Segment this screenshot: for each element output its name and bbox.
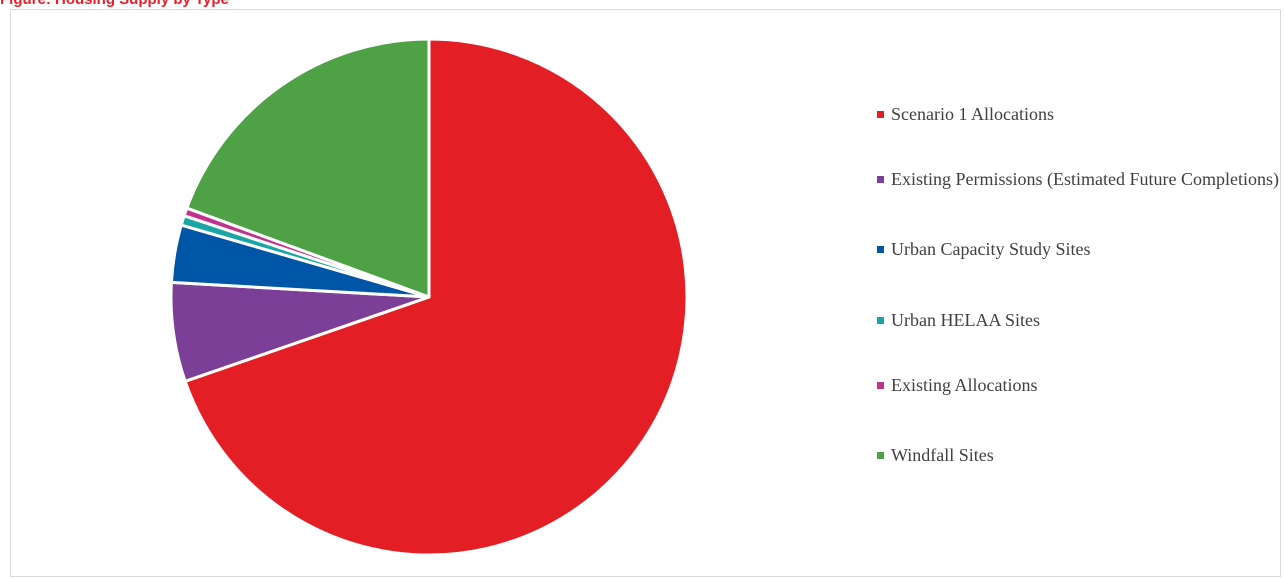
- legend-swatch: [877, 382, 884, 389]
- legend-item: Existing Allocations: [877, 372, 1285, 398]
- legend-item: Windfall Sites: [877, 442, 1285, 468]
- legend-label: Windfall Sites: [891, 445, 994, 465]
- pie-slice-0: [183, 37, 689, 557]
- legend-swatch: [877, 111, 884, 118]
- legend-label: Scenario 1 Allocations: [891, 104, 1054, 124]
- legend-swatch: [877, 176, 884, 183]
- legend-swatch: [877, 317, 884, 324]
- legend-item: Existing Permissions (Estimated Future C…: [877, 166, 1285, 192]
- legend-item: Urban HELAA Sites: [877, 307, 1285, 333]
- pie-chart: [169, 37, 689, 557]
- legend-label: Existing Allocations: [891, 375, 1038, 395]
- figure-caption-text: Figure: Housing Supply by Type: [0, 0, 229, 8]
- legend-label: Existing Permissions (Estimated Future C…: [891, 169, 1279, 189]
- pie-slice-5: [185, 37, 431, 299]
- legend-swatch: [877, 452, 884, 459]
- figure-caption: Figure: Housing Supply by Type: [0, 0, 1285, 9]
- legend-item: Urban Capacity Study Sites: [877, 236, 1285, 262]
- legend-label: Urban Capacity Study Sites: [891, 239, 1091, 259]
- legend-item: Scenario 1 Allocations: [877, 101, 1285, 127]
- legend-label: Urban HELAA Sites: [891, 310, 1040, 330]
- legend-swatch: [877, 246, 884, 253]
- chart-area: Scenario 1 Allocations Existing Permissio…: [10, 9, 1281, 577]
